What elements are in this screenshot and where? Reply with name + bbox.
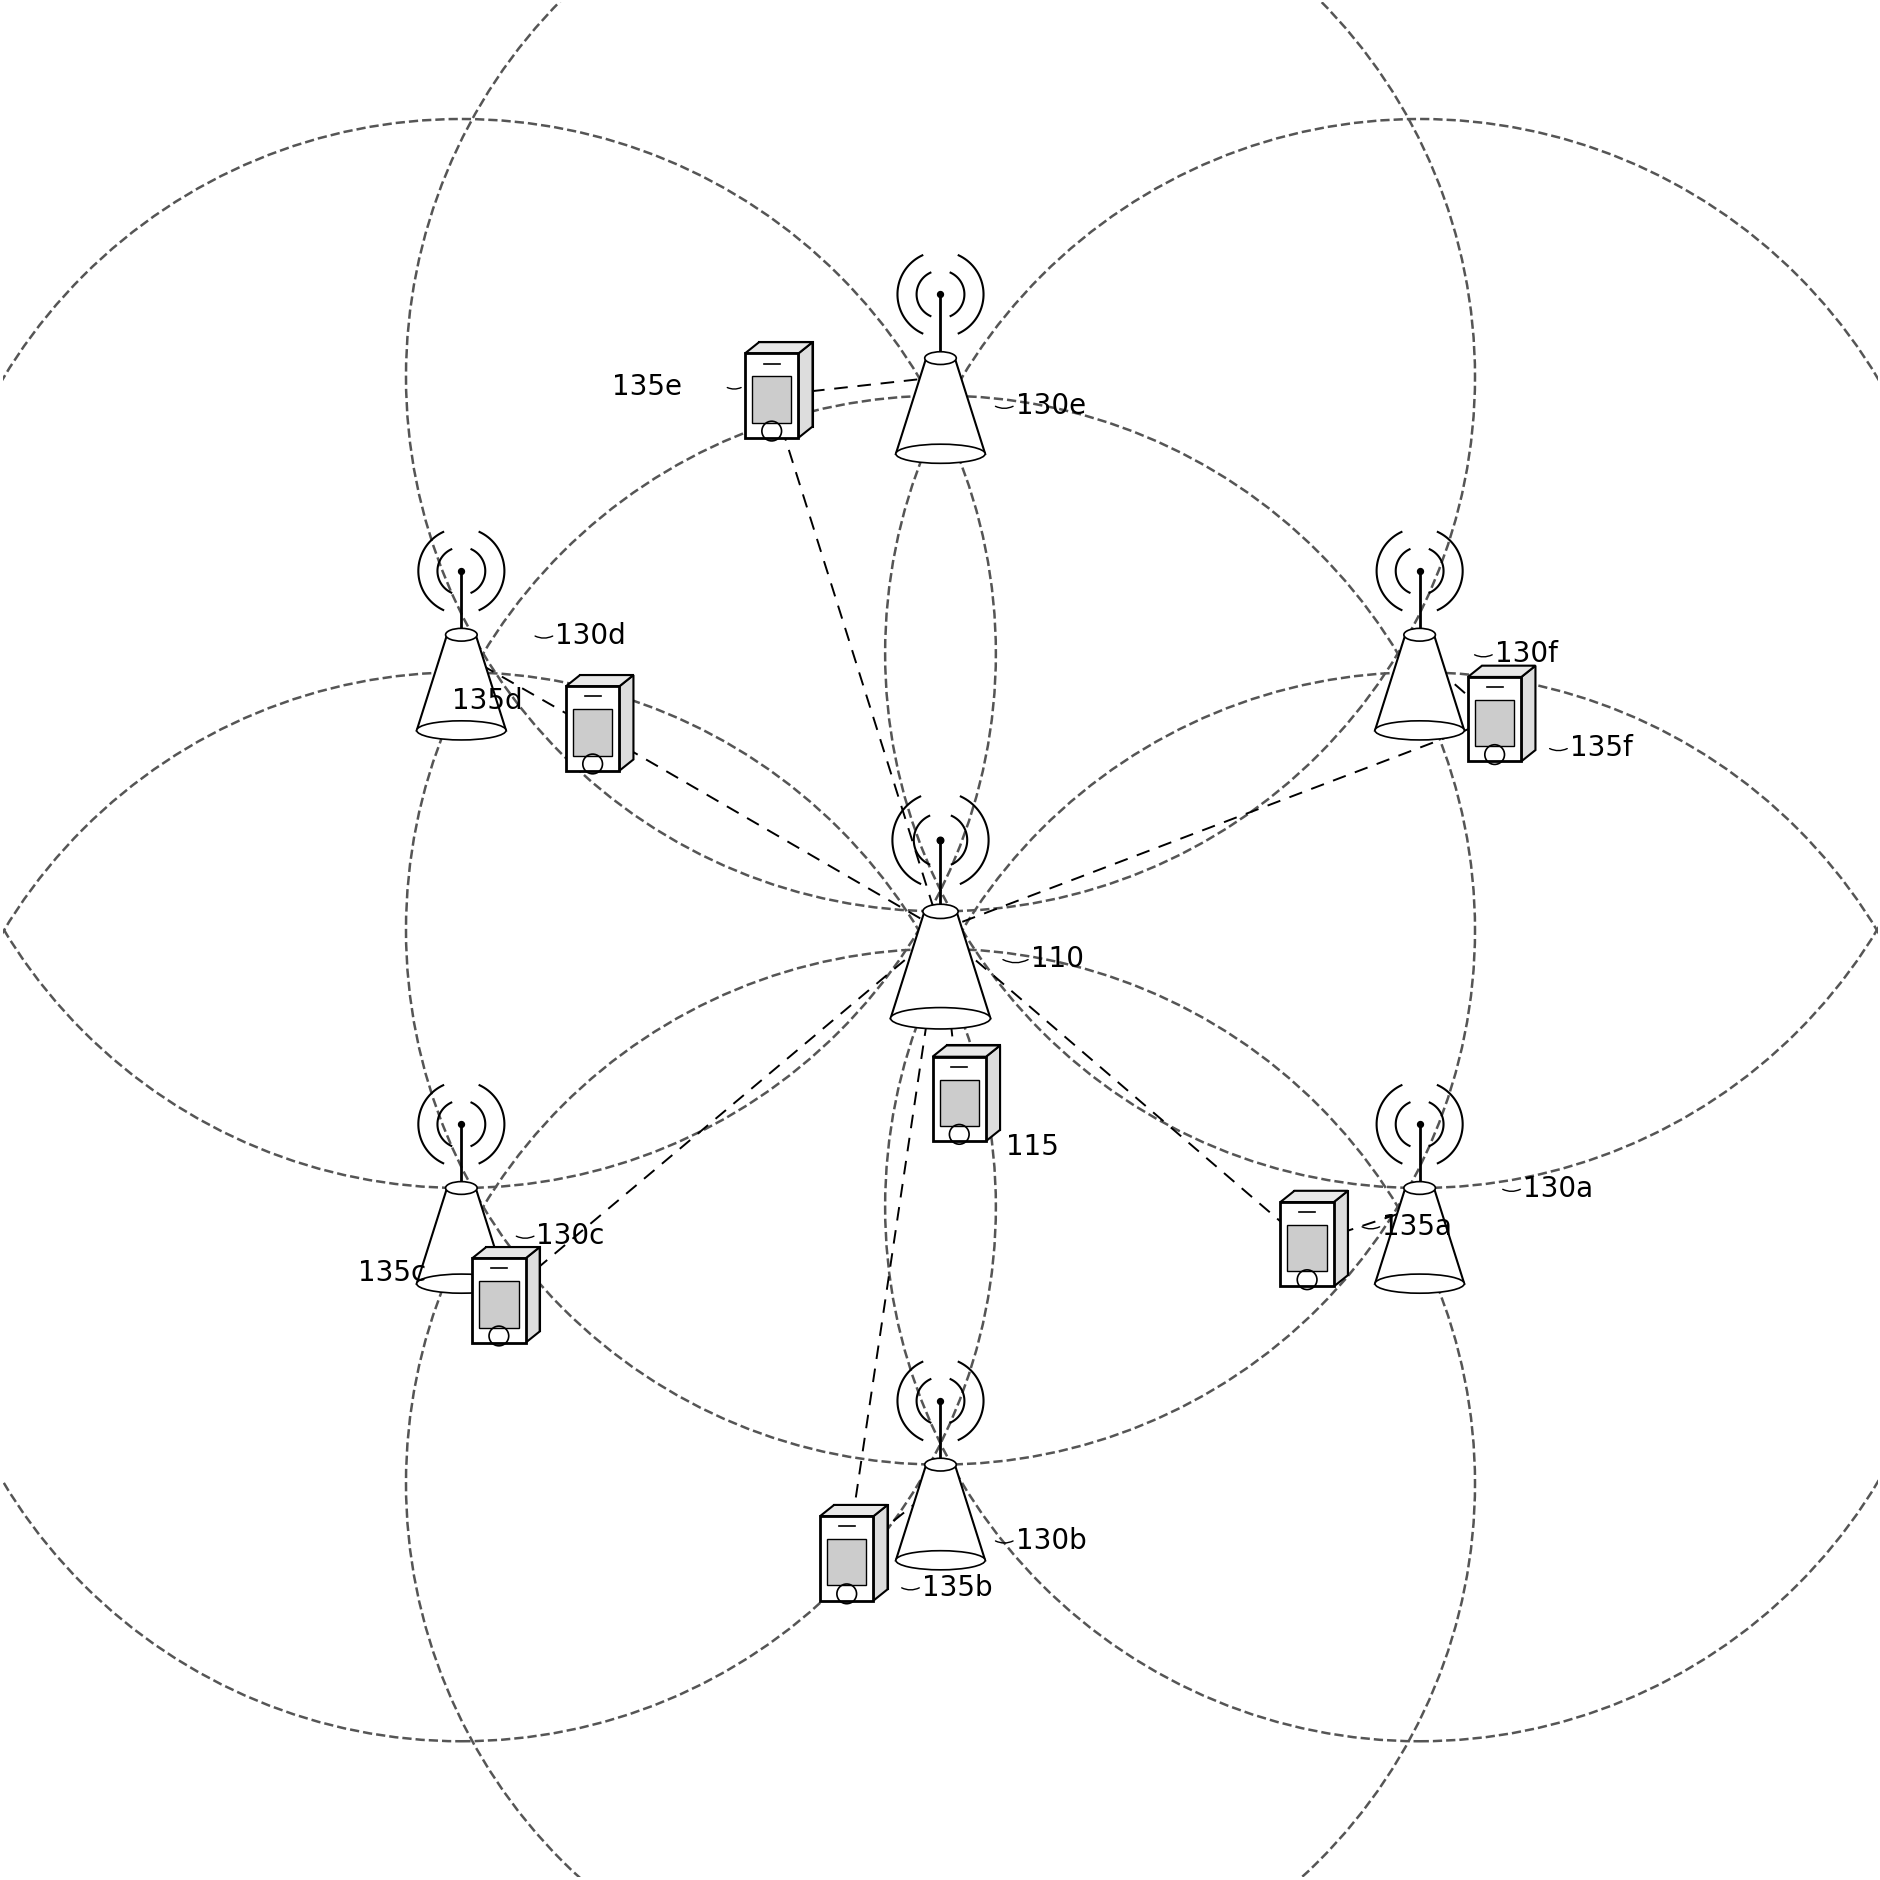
Polygon shape bbox=[797, 342, 812, 438]
Text: 110: 110 bbox=[1030, 946, 1083, 972]
Text: 115: 115 bbox=[1006, 1132, 1058, 1160]
Polygon shape bbox=[760, 342, 812, 427]
Text: 130a: 130a bbox=[1523, 1175, 1592, 1203]
Ellipse shape bbox=[1374, 722, 1463, 741]
Polygon shape bbox=[744, 353, 797, 438]
Ellipse shape bbox=[895, 1551, 985, 1570]
Polygon shape bbox=[566, 675, 634, 686]
Ellipse shape bbox=[446, 630, 478, 641]
FancyBboxPatch shape bbox=[1286, 1226, 1325, 1271]
Ellipse shape bbox=[417, 1275, 506, 1293]
Polygon shape bbox=[946, 1045, 1000, 1130]
Polygon shape bbox=[417, 1188, 506, 1284]
FancyBboxPatch shape bbox=[1474, 701, 1513, 746]
Ellipse shape bbox=[1402, 1183, 1434, 1194]
Text: 135a: 135a bbox=[1382, 1213, 1451, 1239]
Polygon shape bbox=[895, 359, 985, 455]
Ellipse shape bbox=[446, 1183, 478, 1194]
Text: 130e: 130e bbox=[1015, 391, 1085, 419]
Polygon shape bbox=[1374, 635, 1463, 731]
Polygon shape bbox=[1280, 1192, 1348, 1203]
Ellipse shape bbox=[1402, 630, 1434, 641]
Polygon shape bbox=[1280, 1203, 1333, 1286]
Text: 130f: 130f bbox=[1495, 641, 1557, 667]
Polygon shape bbox=[1293, 1192, 1348, 1275]
Polygon shape bbox=[833, 1506, 887, 1589]
Polygon shape bbox=[895, 1465, 985, 1560]
Polygon shape bbox=[472, 1258, 525, 1342]
Text: 130d: 130d bbox=[555, 622, 626, 649]
FancyBboxPatch shape bbox=[479, 1282, 519, 1327]
Polygon shape bbox=[744, 342, 812, 353]
Ellipse shape bbox=[1374, 1275, 1463, 1293]
Text: 135f: 135f bbox=[1568, 733, 1632, 761]
Text: 130b: 130b bbox=[1015, 1527, 1085, 1553]
Text: 135d: 135d bbox=[451, 686, 523, 714]
Polygon shape bbox=[985, 1045, 1000, 1141]
Polygon shape bbox=[932, 1045, 1000, 1057]
Polygon shape bbox=[619, 675, 634, 771]
FancyBboxPatch shape bbox=[827, 1540, 867, 1585]
Polygon shape bbox=[472, 1248, 540, 1258]
FancyBboxPatch shape bbox=[573, 711, 613, 756]
Polygon shape bbox=[1521, 666, 1534, 761]
Polygon shape bbox=[485, 1248, 540, 1331]
Polygon shape bbox=[1374, 1188, 1463, 1284]
Polygon shape bbox=[579, 675, 634, 760]
Ellipse shape bbox=[889, 1008, 991, 1030]
Ellipse shape bbox=[923, 904, 957, 919]
FancyBboxPatch shape bbox=[752, 378, 791, 423]
Polygon shape bbox=[1333, 1192, 1348, 1286]
Polygon shape bbox=[932, 1057, 985, 1141]
Text: 135b: 135b bbox=[921, 1574, 993, 1600]
Ellipse shape bbox=[895, 446, 985, 464]
Polygon shape bbox=[417, 635, 506, 731]
Polygon shape bbox=[820, 1506, 887, 1517]
Text: 130c: 130c bbox=[536, 1222, 605, 1248]
Ellipse shape bbox=[417, 722, 506, 741]
Polygon shape bbox=[525, 1248, 540, 1342]
Text: 135e: 135e bbox=[613, 372, 682, 400]
Polygon shape bbox=[1466, 677, 1521, 761]
Polygon shape bbox=[1481, 666, 1534, 750]
Polygon shape bbox=[820, 1517, 872, 1600]
Polygon shape bbox=[889, 912, 991, 1019]
Ellipse shape bbox=[925, 353, 955, 365]
Polygon shape bbox=[872, 1506, 887, 1600]
Ellipse shape bbox=[925, 1459, 955, 1472]
Polygon shape bbox=[1466, 666, 1534, 677]
Text: 135c: 135c bbox=[357, 1260, 427, 1286]
Polygon shape bbox=[566, 686, 619, 771]
FancyBboxPatch shape bbox=[940, 1079, 978, 1126]
